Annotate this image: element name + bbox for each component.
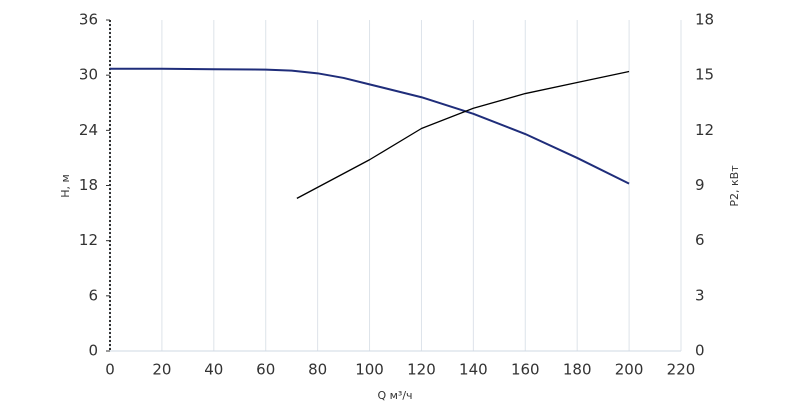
y2-tick-label: 15: [695, 66, 714, 84]
x-tick-label: 0: [105, 361, 115, 379]
y2-tick-label: 12: [695, 121, 714, 139]
y2-tick-label: 0: [695, 342, 705, 360]
y2-axis-label: P2, кВт: [728, 165, 741, 207]
y-tick-label: 6: [88, 286, 98, 304]
y-tick-label: 24: [79, 121, 98, 139]
x-tick-label: 100: [355, 361, 384, 379]
y-tick-label: 30: [79, 66, 98, 84]
y2-tick-label: 6: [695, 231, 705, 249]
x-tick-label: 220: [667, 361, 696, 379]
x-tick-label: 80: [308, 361, 327, 379]
x-tick-label: 60: [256, 361, 275, 379]
x-tick-label: 20: [152, 361, 171, 379]
series-line: [296, 70, 630, 199]
y-axis-label: H, м: [59, 174, 72, 198]
y-tick-label: 0: [88, 342, 98, 360]
y2-tick-label: 3: [695, 286, 705, 304]
x-tick-label: 120: [407, 361, 436, 379]
x-tick-label: 200: [615, 361, 644, 379]
y-tick-label: 36: [79, 11, 98, 29]
x-tick-label: 160: [511, 361, 540, 379]
x-axis-label: Q м³/ч: [377, 389, 412, 402]
y2-tick-label: 9: [695, 176, 705, 194]
series-line: [110, 67, 630, 185]
x-tick-label: 140: [459, 361, 488, 379]
y2-tick-label: 18: [695, 11, 714, 29]
x-tick-label: 40: [204, 361, 223, 379]
x-tick-label: 180: [563, 361, 592, 379]
y-tick-label: 12: [79, 231, 98, 249]
y-tick-label: 18: [79, 176, 98, 194]
